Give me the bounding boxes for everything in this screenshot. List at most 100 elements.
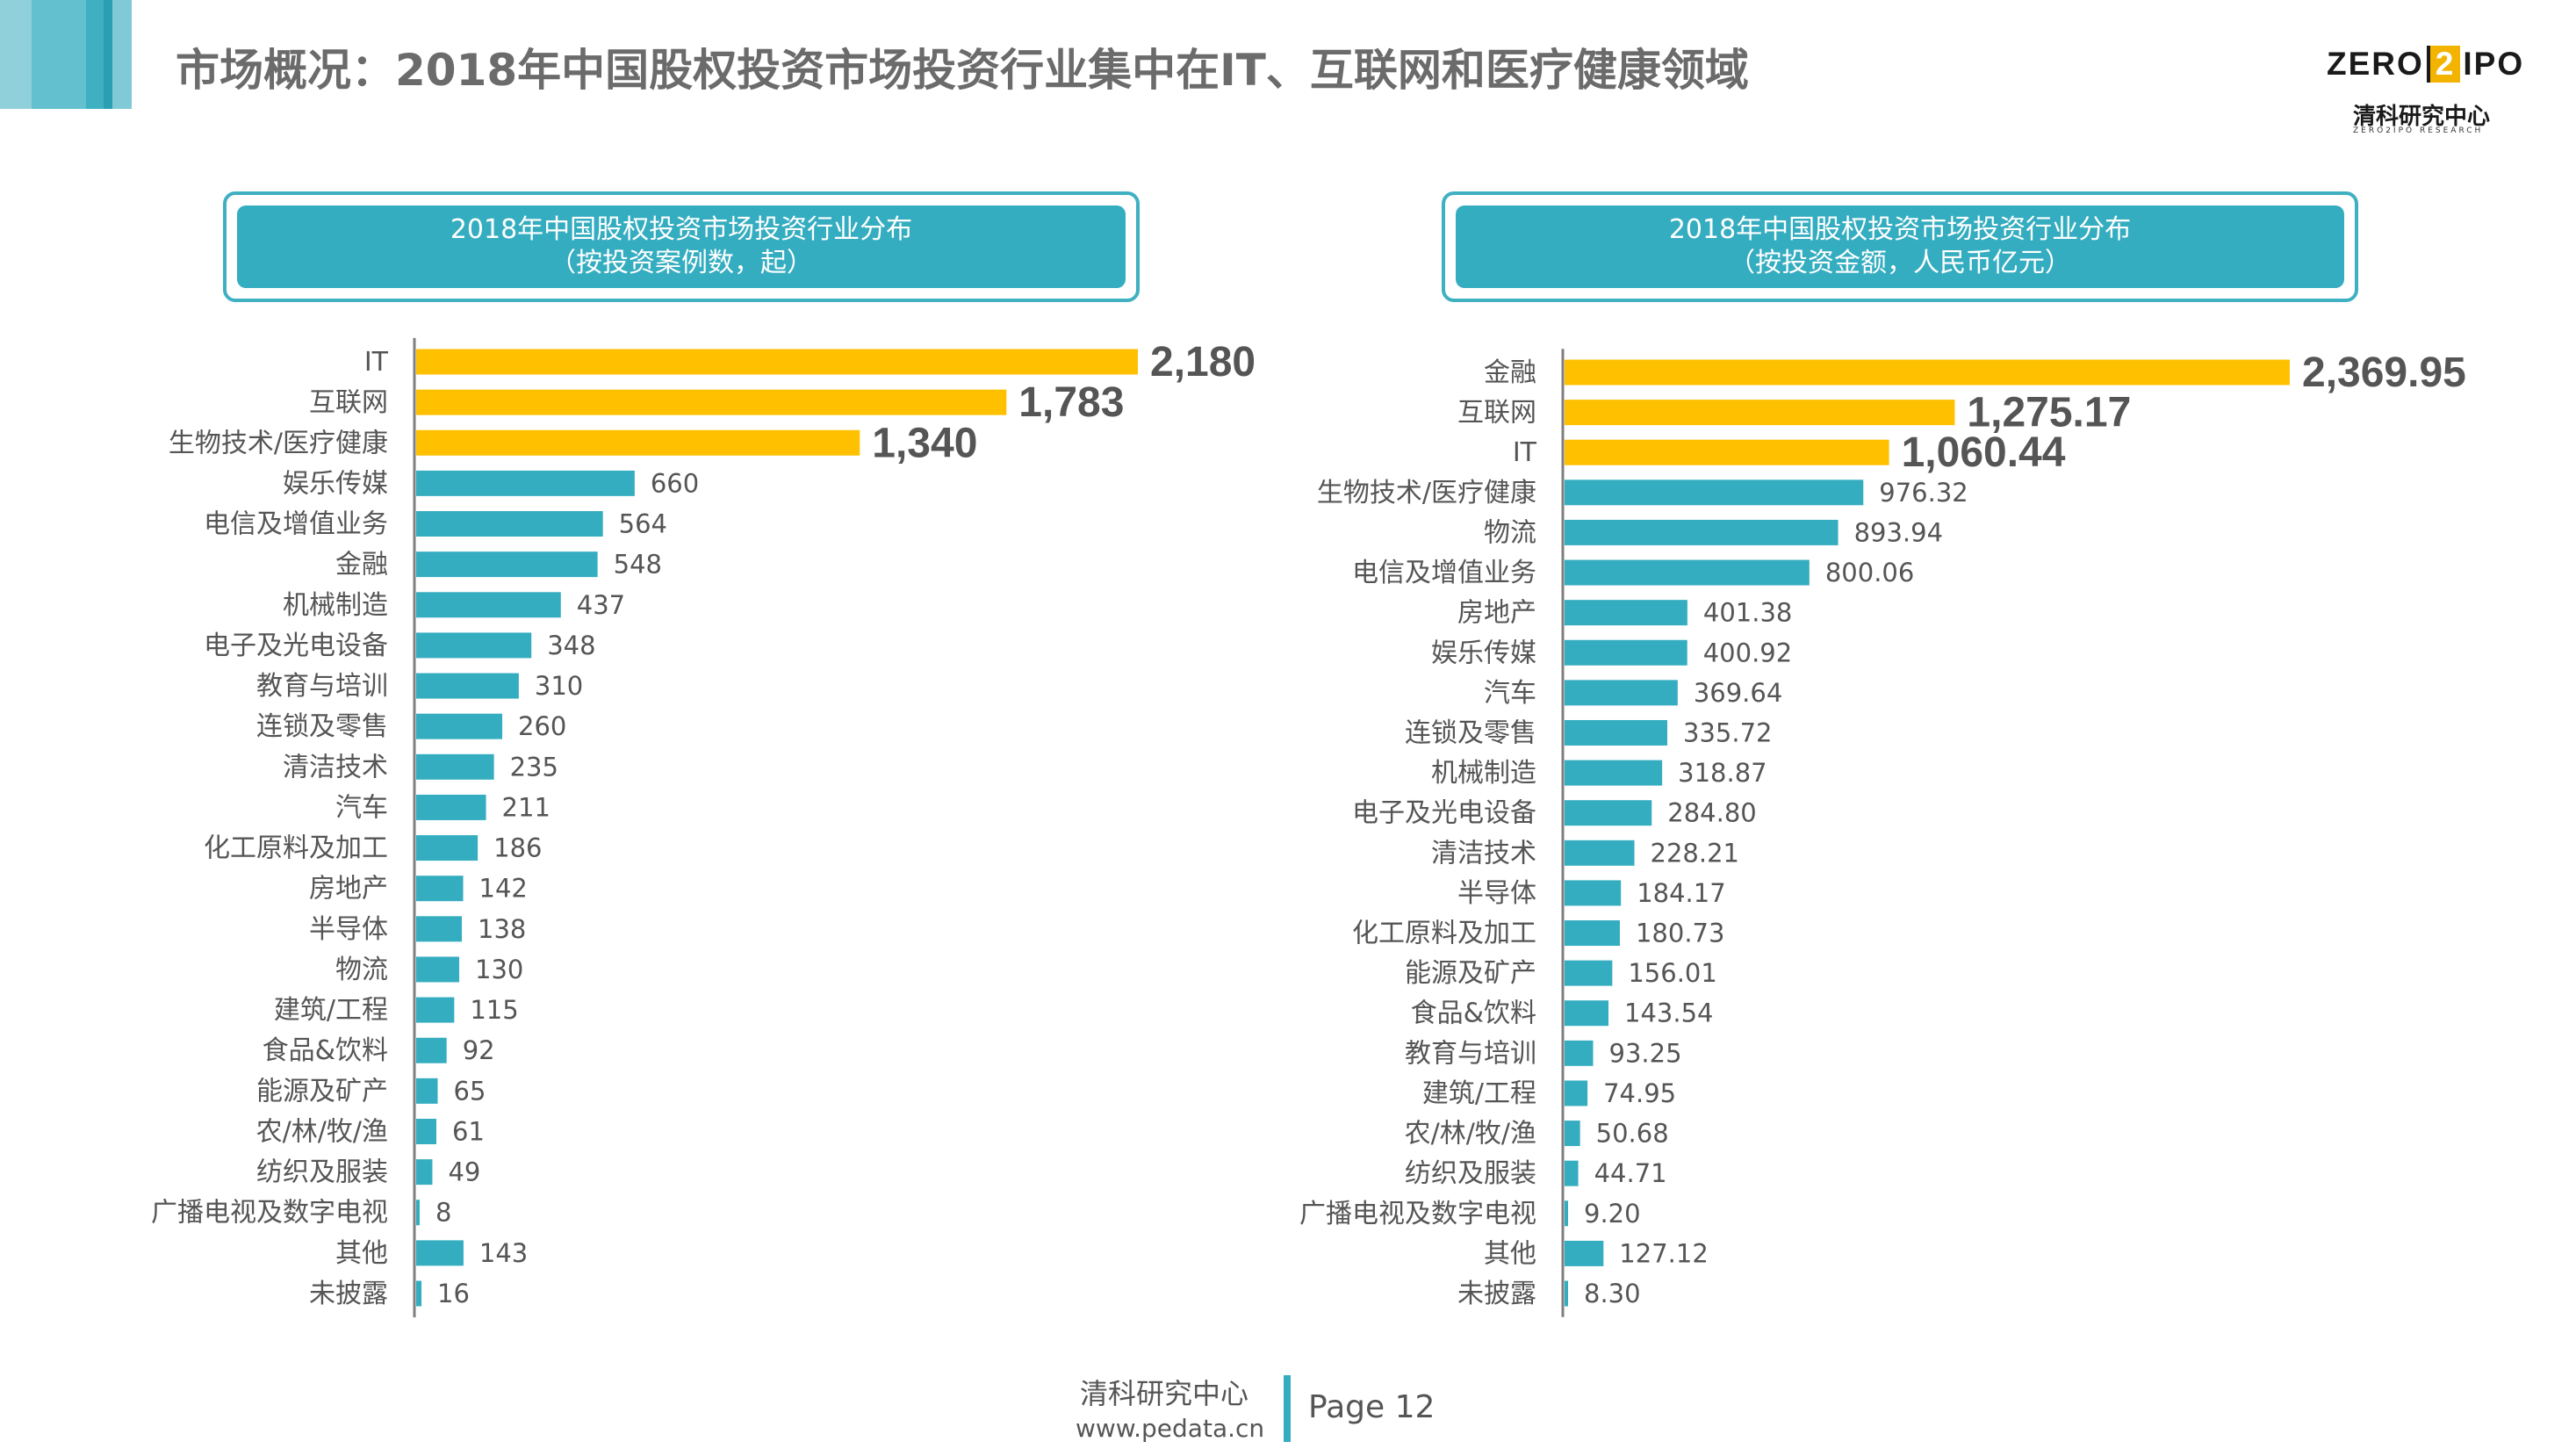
right-category-label: 娱乐传媒 (1431, 638, 1536, 668)
left-category-label: 清洁技术 (283, 752, 388, 782)
right-category-label: 广播电视及数字电视 (1299, 1199, 1536, 1229)
left-value-label: 138 (478, 914, 526, 944)
right-value-label: 184.17 (1637, 878, 1725, 908)
left-value-label: 310 (535, 671, 583, 701)
right-category-label: 其他 (1484, 1238, 1536, 1269)
right-value-label: 401.38 (1703, 598, 1792, 628)
left-value-label: 348 (547, 631, 595, 660)
footer-url[interactable]: www.pedata.cn (1076, 1414, 1265, 1443)
left-bar (416, 632, 532, 659)
left-category-label: 广播电视及数字电视 (151, 1198, 388, 1229)
left-bar (416, 592, 561, 618)
right-category-label: 建筑/工程 (1422, 1078, 1536, 1109)
logo-name-en: ZERO2IPO RESEARCH (2353, 126, 2484, 135)
right-bar (1565, 559, 1810, 586)
right-bar (1565, 1000, 1609, 1027)
left-bar (416, 1200, 420, 1226)
left-value-label: 8 (435, 1198, 451, 1228)
page-title: 市场概况：2018年中国股权投资市场投资行业集中在IT、互联网和医疗健康领域 (176, 45, 1749, 96)
left-bar (416, 1159, 433, 1186)
right-bar (1565, 920, 1620, 947)
right-bar (1565, 359, 2290, 386)
right-bar (1565, 800, 1652, 826)
left-bar (416, 470, 635, 496)
right-bar (1565, 639, 1687, 666)
left-value-label: 1,783 (1018, 379, 1124, 426)
right-bar (1565, 479, 1864, 506)
left-category-label: 连锁及零售 (256, 711, 388, 742)
left-bar (416, 1280, 422, 1307)
right-value-label: 9.20 (1584, 1199, 1641, 1229)
right-bar (1565, 600, 1687, 626)
left-category-label: 食品&饮料 (263, 1035, 388, 1066)
left-category-label: 房地产 (309, 874, 388, 905)
left-category-label: 纺织及服装 (256, 1157, 388, 1188)
right-bar (1565, 719, 1668, 746)
right-bar (1565, 1160, 1579, 1186)
page-number: Page 12 (1308, 1389, 1436, 1425)
left-category-label: 汽车 (335, 792, 388, 823)
left-bar (416, 997, 455, 1023)
left-value-label: 143 (479, 1238, 528, 1268)
right-chart-subtitle: （按投资金额，人民币亿元） (1729, 248, 2071, 278)
right-category-label: 汽车 (1484, 678, 1536, 709)
left-chart-subtitle: （按投资案例数，起） (550, 248, 813, 278)
right-category-label: 能源及矿产 (1405, 958, 1536, 989)
left-bar (416, 1240, 464, 1266)
right-category-label: 半导体 (1457, 878, 1536, 909)
right-bar (1565, 1280, 1568, 1307)
right-category-label: 未披露 (1457, 1279, 1536, 1309)
right-bar (1565, 840, 1635, 866)
footer-divider (1284, 1375, 1291, 1442)
left-category-label: 机械制造 (283, 590, 388, 621)
right-category-label: 连锁及零售 (1405, 717, 1536, 748)
header-stripes (0, 0, 140, 109)
right-chart-title: 2018年中国股权投资市场投资行业分布 (1668, 214, 2132, 245)
left-category-label: 建筑/工程 (274, 995, 388, 1026)
right-category-label: 农/林/牧/渔 (1405, 1119, 1536, 1150)
right-bar (1565, 960, 1613, 986)
right-bar (1565, 1121, 1580, 1147)
left-bar (416, 673, 519, 699)
left-bar (416, 713, 503, 739)
right-bar (1565, 439, 1889, 465)
zero2ipo-logo: ZERO 2 IPO 清科研究中心 ZERO2IPO RESEARCH (2327, 46, 2537, 135)
left-value-label: 65 (454, 1076, 486, 1106)
left-value-label: 186 (493, 833, 542, 863)
right-value-label: 893.94 (1854, 517, 1943, 547)
left-bar (416, 876, 464, 902)
left-category-label: 化工原料及加工 (204, 833, 388, 864)
logo-name-cn: 清科研究中心 (2353, 104, 2491, 130)
left-category-label: IT (364, 347, 389, 378)
left-bar (416, 511, 603, 537)
left-bar (416, 1037, 447, 1063)
right-value-label: 2,369.95 (2302, 350, 2466, 396)
right-category-label: 机械制造 (1431, 758, 1536, 789)
left-bar (416, 794, 486, 820)
left-value-label: 2,180 (1150, 339, 1256, 386)
right-value-label: 976.32 (1879, 478, 1968, 508)
right-bar (1565, 1040, 1594, 1066)
right-value-label: 143.54 (1624, 998, 1713, 1028)
left-value-label: 1,340 (872, 420, 977, 466)
left-value-label: 92 (463, 1035, 495, 1065)
right-chart-header: 2018年中国股权投资市场投资行业分布 （按投资金额，人民币亿元） (1442, 191, 2358, 302)
right-value-label: 228.21 (1651, 838, 1739, 868)
right-value-label: 318.87 (1678, 758, 1767, 788)
right-value-label: 284.80 (1667, 798, 1756, 828)
right-bar (1565, 1080, 1588, 1106)
right-bar (1565, 880, 1622, 906)
left-bar (416, 1078, 438, 1104)
right-category-label: 金融 (1484, 357, 1536, 388)
right-value-label: 180.73 (1636, 919, 1724, 948)
left-value-label: 564 (619, 509, 667, 539)
right-bar (1565, 1240, 1604, 1266)
left-value-label: 260 (518, 711, 566, 741)
left-bar (416, 753, 494, 780)
left-category-label: 生物技术/医疗健康 (169, 428, 388, 458)
left-category-label: 电信及增值业务 (204, 509, 388, 540)
left-category-label: 物流 (335, 955, 388, 985)
right-bar-chart: 金融 2,369.95 互联网 1,275.17 IT 1,060.44 生物技术/医疗健康… (1299, 349, 2466, 1317)
left-value-label: 16 (437, 1279, 470, 1308)
left-value-label: 142 (479, 874, 528, 904)
